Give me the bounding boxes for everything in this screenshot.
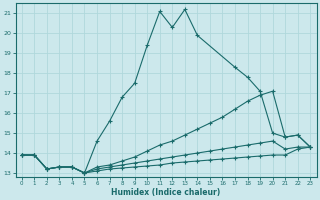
X-axis label: Humidex (Indice chaleur): Humidex (Indice chaleur) xyxy=(111,188,221,197)
